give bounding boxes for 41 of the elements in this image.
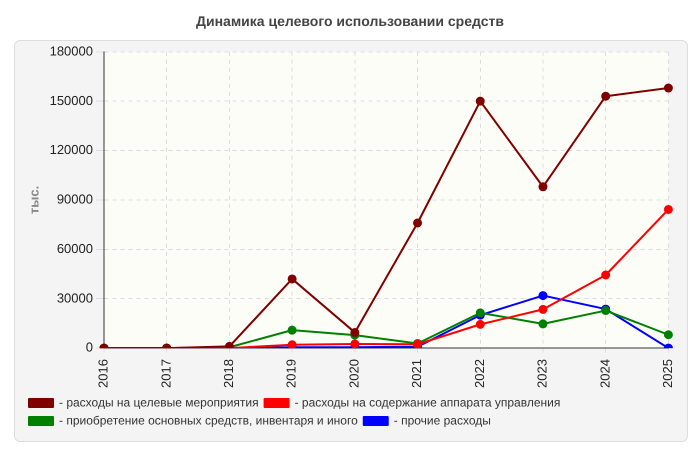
point <box>664 330 673 340</box>
x-tick-label: 2025 <box>660 359 675 388</box>
point <box>288 340 297 348</box>
point <box>538 304 548 314</box>
point <box>538 319 548 328</box>
x-tick-label: 2023 <box>534 359 550 388</box>
y-axis-title: тыс. <box>26 186 42 214</box>
y-tick-label: 30000 <box>56 290 93 306</box>
x-tick-label: 2022 <box>472 359 487 388</box>
point <box>601 270 610 280</box>
y-tick-label: 0 <box>86 340 93 355</box>
point <box>538 291 548 300</box>
x-tick-label: 2016 <box>96 359 111 388</box>
x-tick-label: 2019 <box>284 359 299 388</box>
point <box>664 84 673 93</box>
legend-label: - расходы на целевые мероприятия <box>59 395 259 410</box>
point <box>288 274 297 284</box>
point <box>601 92 610 101</box>
legend-label: - расходы на содержание аппарата управления <box>294 395 560 410</box>
point <box>538 182 548 192</box>
point <box>413 218 422 228</box>
x-tick-label: 2024 <box>597 359 612 388</box>
y-tick-label: 150000 <box>50 92 93 108</box>
legend-label: - приобретение основных средств, инвентаря и иного <box>59 413 358 428</box>
point <box>350 339 360 348</box>
point <box>664 204 673 214</box>
point <box>288 326 297 335</box>
point <box>350 328 360 337</box>
y-tick-label: 120000 <box>50 142 93 158</box>
y-tick-label: 60000 <box>56 240 93 256</box>
point <box>476 96 485 106</box>
y-tick-label: 180000 <box>50 43 93 58</box>
x-tick-label: 2021 <box>409 359 424 388</box>
y-tick-label: 90000 <box>56 192 93 207</box>
point <box>476 308 485 318</box>
x-tick-label: 2017 <box>158 359 174 388</box>
chart-title: Динамика целевого использовании средств <box>195 12 505 31</box>
point <box>476 320 485 329</box>
legend-label: - прочие расходы <box>394 413 491 428</box>
x-tick-label: 2018 <box>220 359 236 388</box>
x-tick-label: 2020 <box>346 359 362 388</box>
